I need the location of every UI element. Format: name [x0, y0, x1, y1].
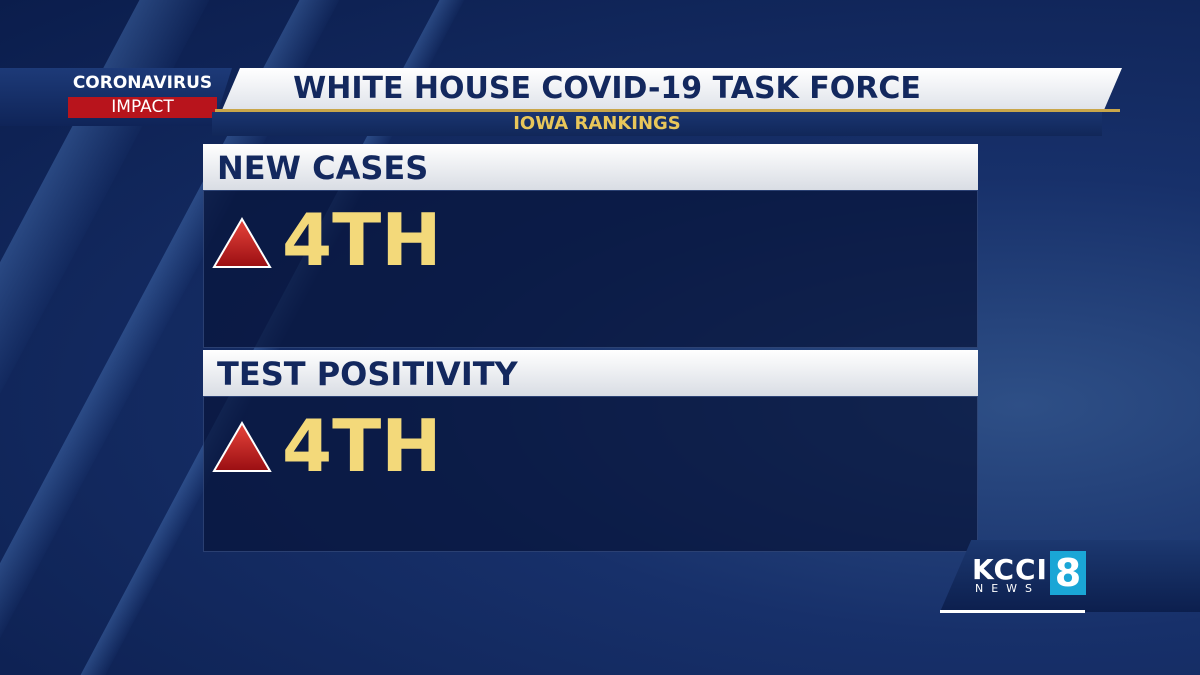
up-arrow [212, 421, 272, 472]
panel-label: TEST POSITIVITY [217, 355, 518, 393]
badge-top: CORONAVIRUS [72, 73, 213, 93]
logo-number: 8 [1050, 551, 1086, 595]
ranking: 4TH [282, 404, 442, 488]
panel-label-bar [203, 350, 978, 396]
up-arrow [212, 217, 272, 268]
panel-body [203, 396, 978, 552]
badge-bottom: IMPACT [68, 97, 217, 118]
ranking: 4TH [282, 198, 442, 282]
subtitle-bar [212, 112, 1102, 136]
title-bar [222, 68, 1122, 110]
subtitle: IOWA RANKINGS [513, 113, 681, 134]
panel-body [203, 190, 978, 348]
logo-sub: NEWS [975, 582, 1041, 595]
panel-label: NEW CASES [217, 149, 429, 187]
logo-line [940, 610, 1085, 613]
gold-line [215, 109, 1120, 112]
logo-name: KCCI [972, 553, 1048, 586]
panel-label-bar [203, 144, 978, 190]
title: WHITE HOUSE COVID-19 TASK FORCE [293, 71, 921, 106]
